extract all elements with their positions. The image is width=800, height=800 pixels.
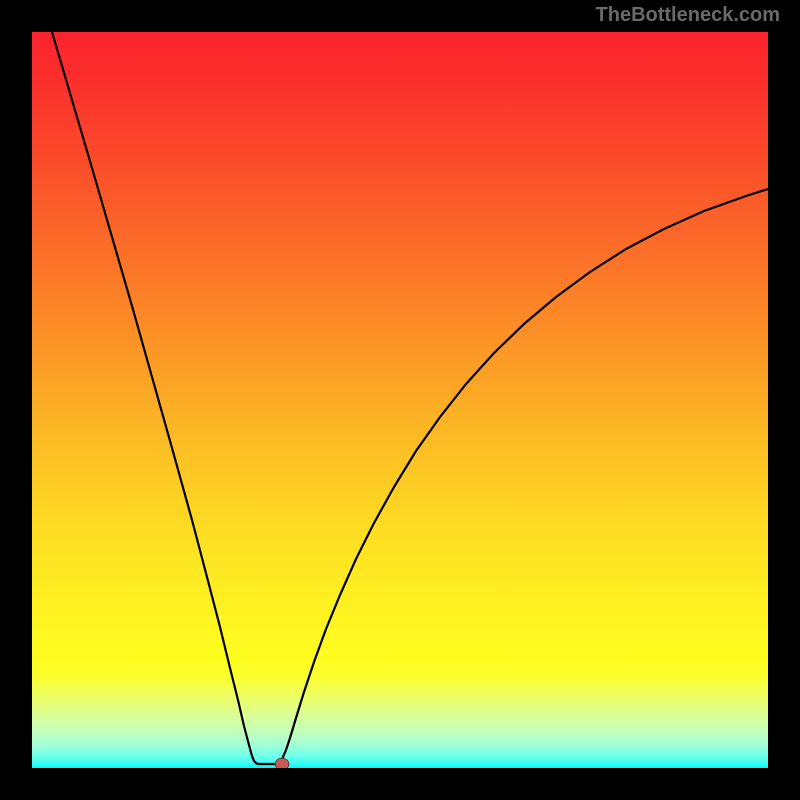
optimal-point-marker	[275, 758, 289, 768]
bottleneck-curve	[52, 32, 768, 764]
chart-container: TheBottleneck.com	[0, 0, 800, 800]
watermark-text: TheBottleneck.com	[596, 4, 780, 27]
curve-layer	[32, 32, 768, 768]
plot-area	[32, 32, 768, 768]
